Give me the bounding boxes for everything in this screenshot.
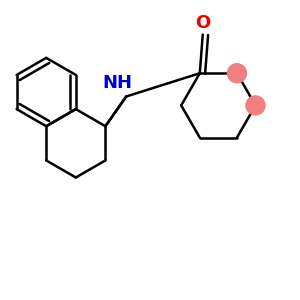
Circle shape (227, 64, 246, 83)
Text: O: O (195, 14, 210, 32)
Text: NH: NH (102, 74, 132, 92)
Circle shape (246, 96, 265, 115)
